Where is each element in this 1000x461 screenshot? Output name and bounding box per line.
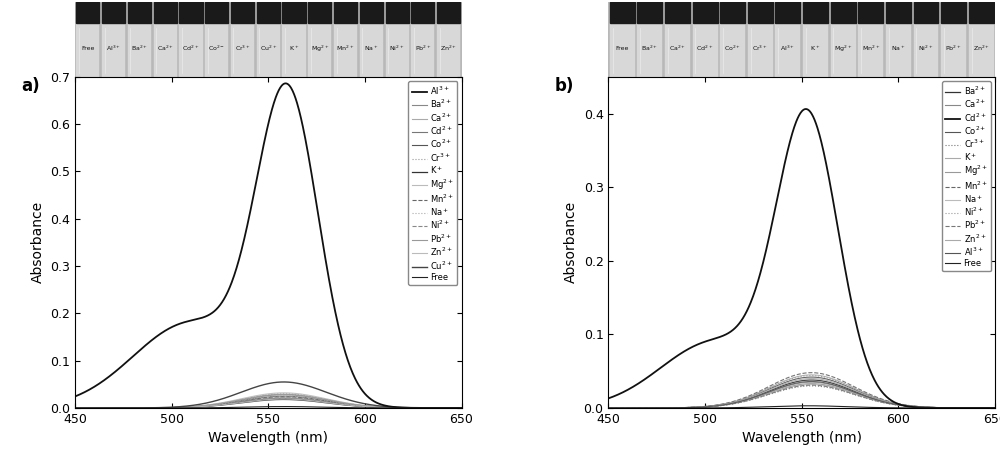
Text: Ca$^{2+}$: Ca$^{2+}$ <box>157 44 174 53</box>
Bar <box>969 2 994 23</box>
Bar <box>231 23 254 77</box>
Bar <box>748 2 773 23</box>
Bar <box>831 2 856 23</box>
X-axis label: Wavelength (nm): Wavelength (nm) <box>208 431 328 445</box>
Bar <box>282 23 306 77</box>
Bar <box>969 23 994 77</box>
Bar <box>128 2 151 23</box>
Bar <box>386 23 409 77</box>
Bar <box>720 2 745 23</box>
Text: Pb$^{2+}$: Pb$^{2+}$ <box>415 44 431 53</box>
Bar <box>205 2 228 23</box>
Bar <box>693 23 718 77</box>
Y-axis label: Absorbance: Absorbance <box>564 201 578 284</box>
Bar <box>102 2 125 23</box>
Text: Na$^+$: Na$^+$ <box>364 44 379 53</box>
Bar <box>154 23 177 77</box>
Text: Free: Free <box>81 46 95 51</box>
Bar <box>914 23 938 77</box>
Text: Cu$^{2+}$: Cu$^{2+}$ <box>260 44 277 53</box>
Text: K$^+$: K$^+$ <box>810 44 821 53</box>
Bar <box>334 23 357 77</box>
Text: Cd$^{2+}$: Cd$^{2+}$ <box>696 44 714 53</box>
Bar <box>76 23 99 77</box>
Bar <box>610 23 635 77</box>
Text: Al$^{3+}$: Al$^{3+}$ <box>106 44 121 53</box>
Text: Mg$^{2+}$: Mg$^{2+}$ <box>834 43 852 53</box>
Text: Mn$^{2+}$: Mn$^{2+}$ <box>862 44 880 53</box>
Bar <box>720 23 745 77</box>
Bar <box>775 2 800 23</box>
Text: Ni$^{2+}$: Ni$^{2+}$ <box>389 44 405 53</box>
Bar <box>886 23 911 77</box>
Bar <box>102 23 125 77</box>
Legend: Al$^{3+}$, Ba$^{2+}$, Ca$^{2+}$, Cd$^{2+}$, Co$^{2+}$, Cr$^{3+}$, K$^+$, Mg$^{2+: Al$^{3+}$, Ba$^{2+}$, Ca$^{2+}$, Cd$^{2+… <box>408 81 457 285</box>
Bar <box>360 2 383 23</box>
X-axis label: Wavelength (nm): Wavelength (nm) <box>742 431 862 445</box>
Bar <box>179 23 203 77</box>
Text: b): b) <box>554 77 574 95</box>
Text: Mn$^{2+}$: Mn$^{2+}$ <box>336 44 355 53</box>
Bar <box>803 2 828 23</box>
Text: Ni$^{2+}$: Ni$^{2+}$ <box>918 44 934 53</box>
Text: Ba$^{2+}$: Ba$^{2+}$ <box>641 44 658 53</box>
Bar <box>308 2 331 23</box>
Bar <box>665 2 690 23</box>
Text: Cd$^{2+}$: Cd$^{2+}$ <box>182 44 200 53</box>
Bar <box>886 2 911 23</box>
Bar <box>437 23 460 77</box>
Bar <box>941 2 966 23</box>
Text: Cr$^{3+}$: Cr$^{3+}$ <box>235 44 250 53</box>
Bar <box>665 23 690 77</box>
Text: Al$^{3+}$: Al$^{3+}$ <box>780 44 795 53</box>
Bar <box>775 23 800 77</box>
Text: Co$^{2+}$: Co$^{2+}$ <box>724 44 741 53</box>
Text: Cr$^{3+}$: Cr$^{3+}$ <box>752 44 768 53</box>
Bar <box>154 2 177 23</box>
Bar <box>76 2 99 23</box>
Bar <box>693 2 718 23</box>
Bar <box>231 2 254 23</box>
Bar <box>610 2 635 23</box>
Bar <box>386 2 409 23</box>
Bar <box>914 2 938 23</box>
Bar <box>637 23 662 77</box>
Text: a): a) <box>21 77 40 95</box>
Text: Na$^+$: Na$^+$ <box>891 44 906 53</box>
Bar <box>858 23 883 77</box>
Bar <box>360 23 383 77</box>
Bar <box>748 23 773 77</box>
Bar <box>334 2 357 23</box>
Text: Ca$^{2+}$: Ca$^{2+}$ <box>669 44 686 53</box>
Bar <box>803 23 828 77</box>
Bar <box>411 23 434 77</box>
Text: K$^+$: K$^+$ <box>289 44 299 53</box>
Bar <box>179 2 203 23</box>
Text: Zn$^{2+}$: Zn$^{2+}$ <box>973 44 990 53</box>
Text: Free: Free <box>616 46 629 51</box>
Bar <box>941 23 966 77</box>
Bar <box>282 2 306 23</box>
Bar <box>257 23 280 77</box>
Bar <box>858 2 883 23</box>
Bar <box>205 23 228 77</box>
Text: Ba$^{2+}$: Ba$^{2+}$ <box>131 44 148 53</box>
Text: Zn$^{2+}$: Zn$^{2+}$ <box>440 44 457 53</box>
Text: Pb$^{2+}$: Pb$^{2+}$ <box>945 44 962 53</box>
Bar <box>257 2 280 23</box>
Legend: Ba$^{2+}$, Ca$^{2+}$, Cd$^{2+}$, Co$^{2+}$, Cr$^{3+}$, K$^+$, Mg$^{2+}$, Mn$^{2+: Ba$^{2+}$, Ca$^{2+}$, Cd$^{2+}$, Co$^{2+… <box>942 81 991 272</box>
Y-axis label: Absorbance: Absorbance <box>31 201 45 284</box>
Bar <box>308 23 331 77</box>
Text: Co$^{2-}$: Co$^{2-}$ <box>208 44 225 53</box>
Bar <box>831 23 856 77</box>
Bar <box>411 2 434 23</box>
Bar <box>437 2 460 23</box>
Bar <box>637 2 662 23</box>
Bar <box>128 23 151 77</box>
Text: Mg$^{2+}$: Mg$^{2+}$ <box>311 43 329 53</box>
